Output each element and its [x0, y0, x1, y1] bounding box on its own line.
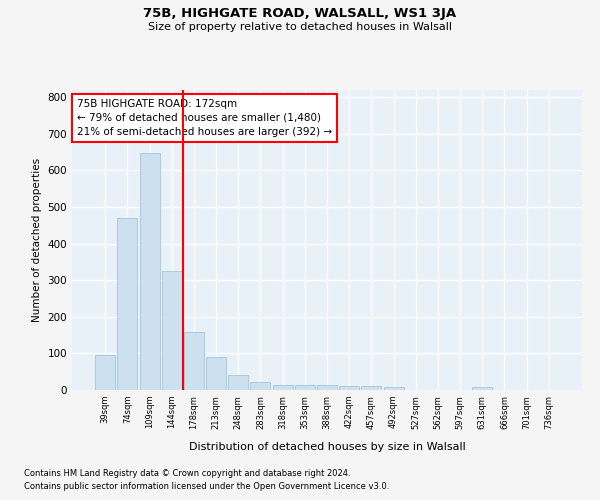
Bar — [383, 387, 404, 390]
Bar — [361, 386, 382, 390]
Y-axis label: Number of detached properties: Number of detached properties — [32, 158, 42, 322]
Text: 75B HIGHGATE ROAD: 172sqm
← 79% of detached houses are smaller (1,480)
21% of se: 75B HIGHGATE ROAD: 172sqm ← 79% of detac… — [77, 99, 332, 137]
Bar — [118, 218, 137, 390]
Bar — [472, 387, 492, 390]
Bar — [184, 332, 204, 390]
Text: Contains public sector information licensed under the Open Government Licence v3: Contains public sector information licen… — [24, 482, 389, 491]
Bar — [339, 386, 359, 390]
Bar — [206, 357, 226, 390]
Text: Contains HM Land Registry data © Crown copyright and database right 2024.: Contains HM Land Registry data © Crown c… — [24, 468, 350, 477]
Text: 75B, HIGHGATE ROAD, WALSALL, WS1 3JA: 75B, HIGHGATE ROAD, WALSALL, WS1 3JA — [143, 8, 457, 20]
Text: Size of property relative to detached houses in Walsall: Size of property relative to detached ho… — [148, 22, 452, 32]
Bar — [140, 153, 160, 390]
Text: Distribution of detached houses by size in Walsall: Distribution of detached houses by size … — [188, 442, 466, 452]
Bar — [250, 382, 271, 390]
Bar — [317, 384, 337, 390]
Bar — [95, 355, 115, 390]
Bar — [295, 384, 315, 390]
Bar — [272, 384, 293, 390]
Bar — [162, 271, 182, 390]
Bar — [228, 374, 248, 390]
